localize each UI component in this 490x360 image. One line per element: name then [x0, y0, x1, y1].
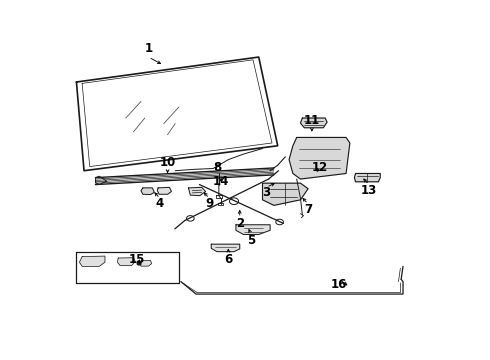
Polygon shape [79, 256, 105, 266]
Text: 12: 12 [311, 161, 328, 175]
Text: 11: 11 [304, 114, 320, 127]
Text: 2: 2 [236, 217, 244, 230]
Polygon shape [140, 261, 151, 266]
Text: 15: 15 [129, 253, 146, 266]
Text: 4: 4 [156, 198, 164, 211]
Text: 5: 5 [247, 234, 255, 247]
Polygon shape [141, 188, 154, 194]
Text: 13: 13 [361, 184, 377, 197]
Circle shape [137, 262, 141, 265]
Polygon shape [289, 138, 350, 179]
Text: 14: 14 [213, 175, 229, 188]
Polygon shape [211, 244, 240, 252]
Text: 7: 7 [304, 203, 312, 216]
Text: 1: 1 [145, 42, 153, 55]
Polygon shape [189, 187, 206, 195]
Text: 9: 9 [205, 198, 214, 211]
Polygon shape [300, 118, 327, 128]
Polygon shape [157, 187, 171, 194]
Polygon shape [263, 183, 308, 205]
Text: 3: 3 [262, 186, 270, 199]
Text: 8: 8 [213, 161, 221, 175]
Text: 6: 6 [224, 253, 232, 266]
Text: 16: 16 [330, 278, 346, 291]
Polygon shape [236, 225, 270, 234]
Polygon shape [118, 258, 135, 266]
Polygon shape [354, 174, 380, 182]
Text: 10: 10 [159, 156, 176, 169]
